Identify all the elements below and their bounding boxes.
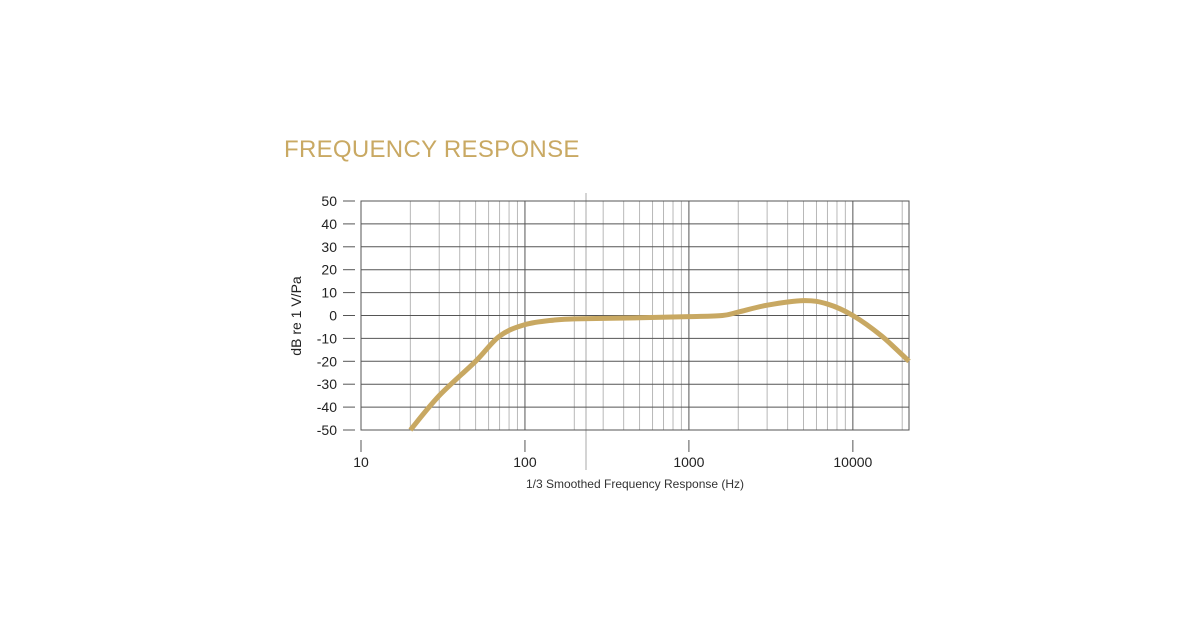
x-axis-label: 1/3 Smoothed Frequency Response (Hz) xyxy=(526,477,744,491)
y-tick-label: -40 xyxy=(317,399,337,415)
y-tick-label: -10 xyxy=(317,330,337,346)
x-tick-label: 10000 xyxy=(833,454,872,470)
plot-frame xyxy=(360,200,910,431)
y-tick-label: -50 xyxy=(317,422,337,438)
x-tick-label: 10 xyxy=(353,454,369,470)
y-tick-label: -20 xyxy=(317,353,337,369)
y-tick-label: 20 xyxy=(321,262,337,278)
response-curve xyxy=(408,298,911,432)
y-tick-label: 0 xyxy=(329,308,337,324)
x-tick-label: 100 xyxy=(513,454,537,470)
y-tick-label: 50 xyxy=(321,193,337,209)
y-axis-label: dB re 1 V/Pa xyxy=(288,276,304,356)
y-tick-label: 30 xyxy=(321,239,337,255)
chart-title: FREQUENCY RESPONSE xyxy=(284,136,580,163)
y-tick-label: -30 xyxy=(317,376,337,392)
y-tick-label: 40 xyxy=(321,216,337,232)
y-tick-label: 10 xyxy=(321,285,337,301)
x-tick-label: 1000 xyxy=(673,454,704,470)
